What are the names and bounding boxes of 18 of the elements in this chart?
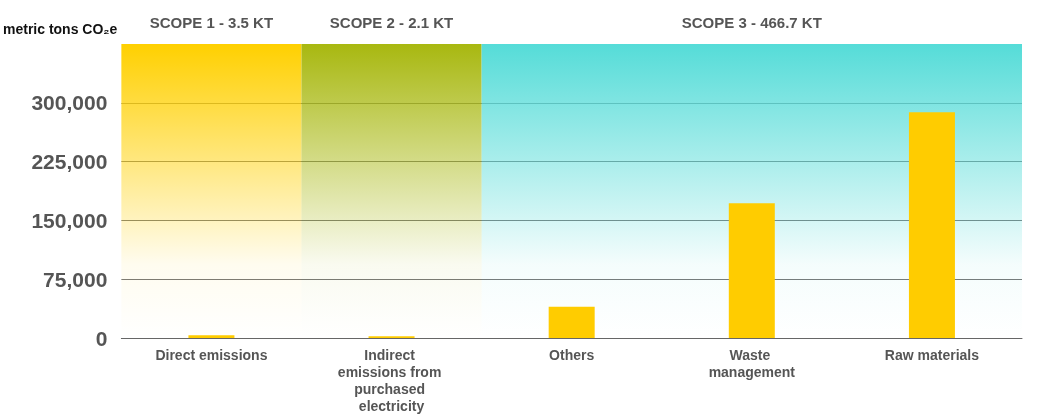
x-tick-label: Raw materials: [884, 346, 980, 363]
y-tick-label: 300,000: [31, 91, 108, 115]
y-tick-label: 225,000: [31, 150, 108, 174]
y-tick-label: 150,000: [31, 208, 108, 232]
y-tick-label: 75,000: [43, 267, 108, 291]
x-tick-label: Others: [549, 346, 595, 363]
band-label: SCOPE 3 - 466.7 KT: [681, 14, 822, 31]
bar: [728, 203, 775, 338]
y-tick-label: 0: [95, 326, 108, 350]
y-axis-title: metric tons CO₂e: [3, 20, 118, 37]
bar: [548, 306, 595, 338]
bar: [908, 112, 955, 338]
x-tick-label: Indirect emissions from purchased electricity: [337, 346, 446, 414]
x-tick-label: Waste management: [708, 346, 796, 380]
band-label: SCOPE 2 - 2.1 KT: [329, 14, 454, 31]
band-label: SCOPE 1 - 3.5 KT: [149, 14, 274, 31]
bar: [188, 335, 235, 338]
x-tick-label: Direct emissions: [155, 346, 268, 363]
